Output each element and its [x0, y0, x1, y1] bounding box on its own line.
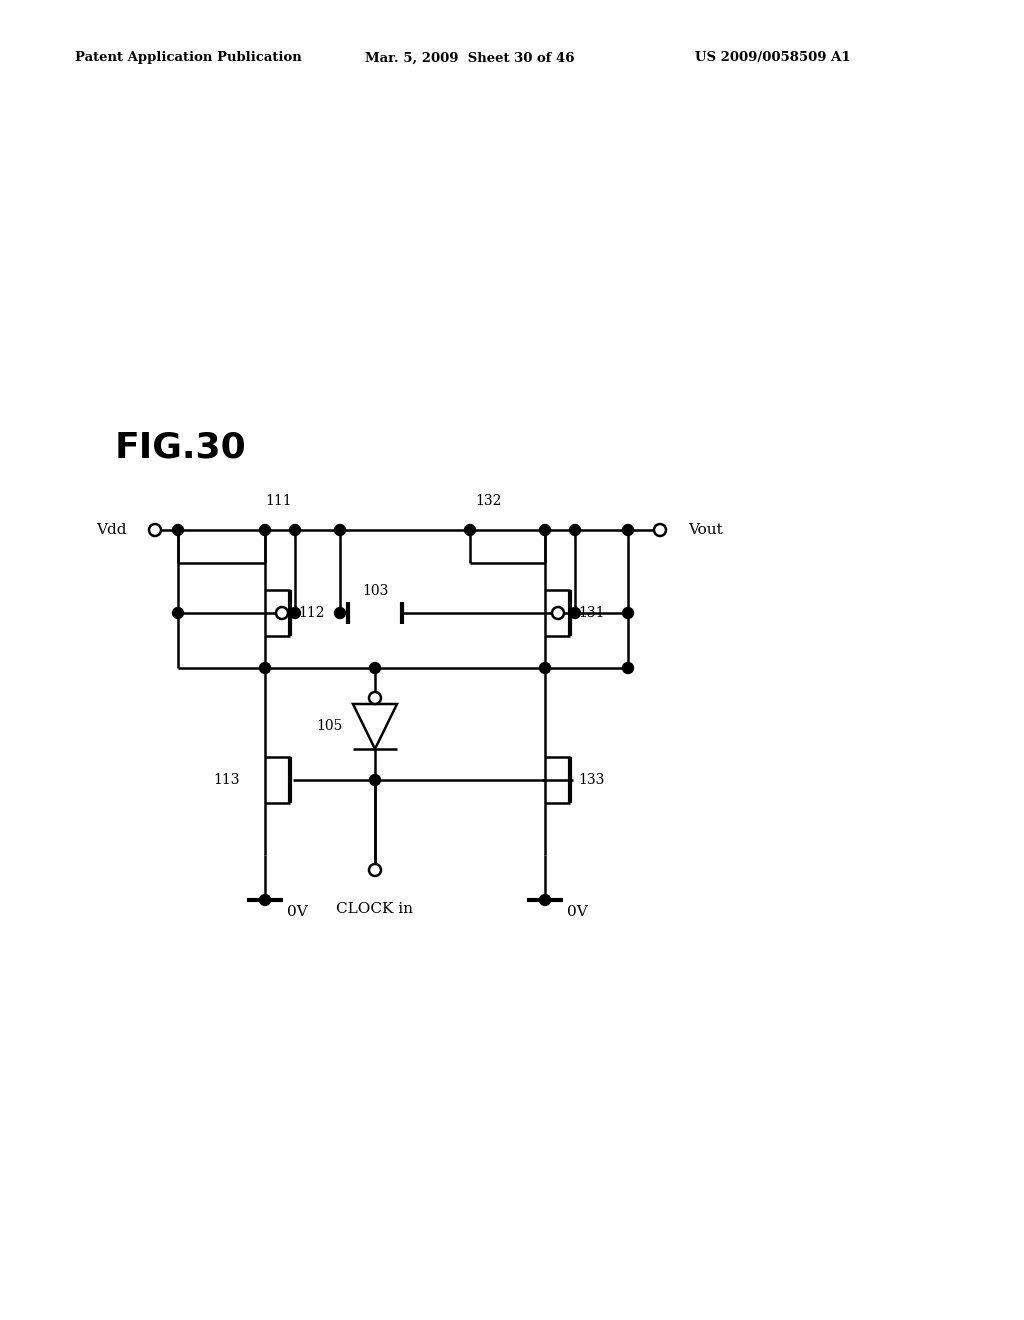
Circle shape — [552, 607, 564, 619]
Circle shape — [290, 524, 300, 536]
Circle shape — [540, 663, 551, 673]
Text: 133: 133 — [578, 774, 604, 787]
Circle shape — [335, 607, 345, 619]
Circle shape — [259, 895, 270, 906]
Text: Patent Application Publication: Patent Application Publication — [75, 51, 302, 65]
Circle shape — [465, 524, 475, 536]
Circle shape — [335, 524, 345, 536]
Text: 0V: 0V — [567, 906, 588, 919]
Circle shape — [623, 607, 634, 619]
Text: 105: 105 — [316, 719, 343, 734]
Circle shape — [623, 663, 634, 673]
Circle shape — [259, 524, 270, 536]
Circle shape — [370, 663, 381, 673]
Circle shape — [540, 895, 551, 906]
Text: 131: 131 — [578, 606, 604, 620]
Circle shape — [654, 524, 666, 536]
Text: Mar. 5, 2009  Sheet 30 of 46: Mar. 5, 2009 Sheet 30 of 46 — [365, 51, 574, 65]
Circle shape — [369, 692, 381, 704]
Circle shape — [259, 663, 270, 673]
Circle shape — [369, 865, 381, 876]
Circle shape — [290, 607, 300, 619]
Text: CLOCK in: CLOCK in — [337, 902, 414, 916]
Text: 103: 103 — [361, 583, 388, 598]
Circle shape — [569, 607, 581, 619]
Circle shape — [150, 524, 161, 536]
Circle shape — [370, 775, 381, 785]
Circle shape — [540, 524, 551, 536]
Text: US 2009/0058509 A1: US 2009/0058509 A1 — [695, 51, 851, 65]
Text: 111: 111 — [265, 494, 292, 508]
Text: Vout: Vout — [688, 523, 723, 537]
Circle shape — [569, 524, 581, 536]
Text: 132: 132 — [475, 494, 502, 508]
Circle shape — [172, 524, 183, 536]
Text: 113: 113 — [213, 774, 240, 787]
Text: Vdd: Vdd — [96, 523, 127, 537]
Circle shape — [172, 607, 183, 619]
Text: 112: 112 — [298, 606, 325, 620]
Text: FIG.30: FIG.30 — [115, 430, 247, 465]
Circle shape — [623, 524, 634, 536]
Text: 0V: 0V — [287, 906, 308, 919]
Circle shape — [276, 607, 288, 619]
